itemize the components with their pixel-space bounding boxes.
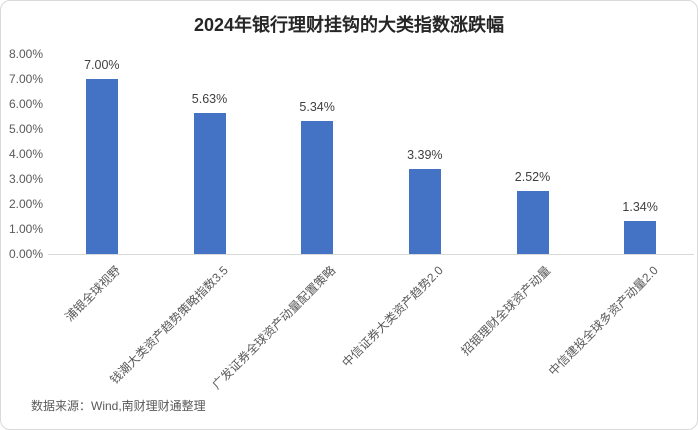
bar-4 — [516, 191, 549, 254]
x-axis-label-3: 中信证券大类资产趋势2.0 — [339, 263, 447, 370]
bar-value-label-4: 2.52% — [514, 170, 551, 184]
bar-5 — [624, 220, 657, 254]
y-tick-label-2: 2.00% — [9, 197, 44, 211]
y-tick-label-7: 7.00% — [9, 72, 44, 86]
bar-3 — [408, 169, 441, 254]
y-tick-label-4: 4.00% — [9, 147, 44, 161]
chart-title: 2024年银行理财挂钩的大类指数涨跌幅 — [193, 15, 505, 35]
y-tick-label-8: 8.00% — [9, 47, 44, 61]
data-source-note: 数据来源：Wind,南财理财通整理 — [31, 399, 206, 413]
y-tick-label-6: 6.00% — [9, 97, 44, 111]
bar-value-label-5: 1.34% — [622, 199, 658, 214]
y-tick-label-0: 0.00% — [9, 247, 44, 261]
x-axis-label-5: 中信建投全球多资产动量2.0 — [546, 263, 662, 379]
bar-2 — [301, 120, 334, 254]
bar-0 — [85, 79, 118, 254]
y-tick-label-5: 5.00% — [9, 122, 44, 136]
x-axis-line — [48, 254, 694, 255]
y-tick-label-3: 3.00% — [9, 172, 44, 186]
y-tick-label-1: 1.00% — [9, 222, 44, 236]
bar-value-label-0: 7.00% — [84, 58, 120, 72]
x-axis-label-1: 钱潮大类资产趋势策略指数3.5 — [107, 263, 231, 387]
x-axis-label-4: 招银理财全球资产动量 — [458, 263, 554, 359]
x-axis-label-2: 广发证券全球资产动量配置策略 — [209, 263, 339, 392]
bar-value-label-3: 3.39% — [407, 148, 443, 163]
bar-1 — [193, 113, 226, 254]
x-axis-label-0: 浦银全球视野 — [62, 263, 124, 325]
bar-value-label-2: 5.34% — [299, 99, 335, 114]
bar-value-label-1: 5.63% — [191, 92, 228, 107]
